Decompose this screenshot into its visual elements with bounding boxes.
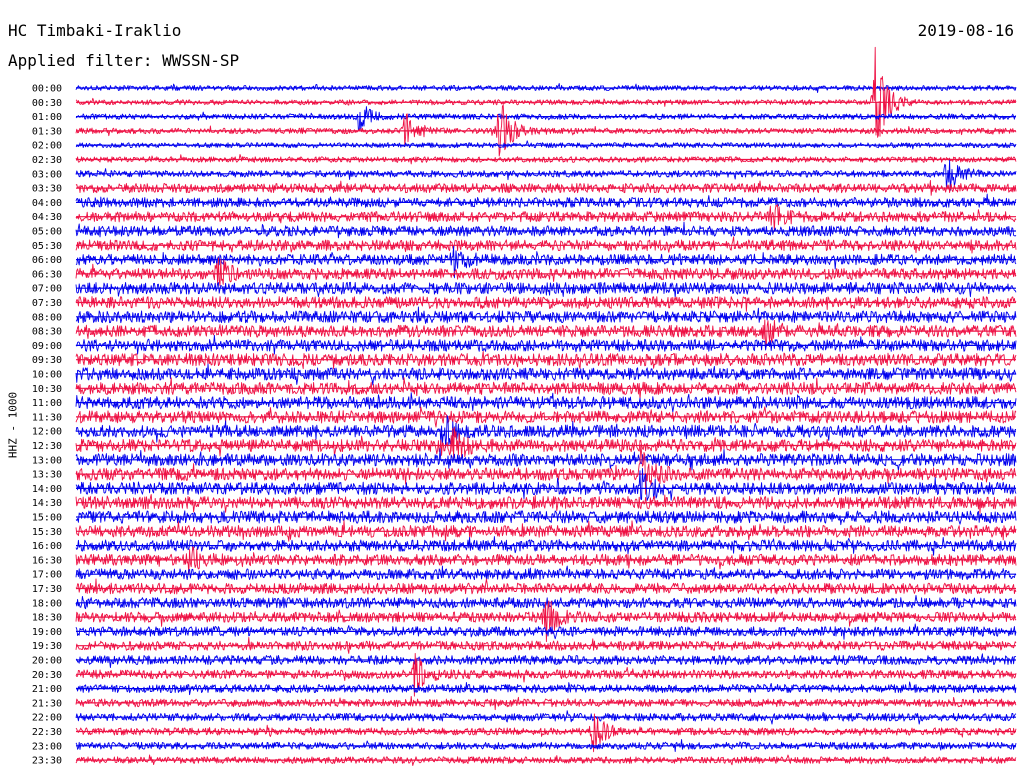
time-label: 01:30 — [32, 126, 62, 137]
seismic-trace — [75, 83, 1017, 93]
time-label: 16:30 — [32, 555, 62, 566]
time-label: 02:30 — [32, 155, 62, 166]
time-label: 05:30 — [32, 241, 62, 252]
time-label: 04:00 — [32, 198, 62, 209]
time-label: 23:00 — [32, 741, 62, 752]
seismic-trace — [75, 392, 1017, 413]
seismic-trace — [76, 681, 1017, 696]
seismic-trace — [75, 652, 1017, 697]
seismic-trace — [75, 623, 1017, 640]
time-label: 21:30 — [32, 698, 62, 709]
seismic-trace — [75, 204, 1017, 232]
seismic-trace — [75, 600, 1017, 643]
time-label: 09:00 — [32, 341, 62, 352]
filter-label: Applied filter: WWSSN-SP — [8, 51, 240, 70]
time-label: 03:30 — [32, 184, 62, 195]
time-label: 06:00 — [32, 255, 62, 266]
time-label: 11:30 — [32, 412, 62, 423]
time-label: 22:30 — [32, 727, 62, 738]
seismic-trace — [75, 494, 1017, 514]
time-label: 04:30 — [32, 212, 62, 223]
time-label: 18:00 — [32, 598, 62, 609]
time-label: 19:00 — [32, 627, 62, 638]
time-label: 09:30 — [32, 355, 62, 366]
time-label: 07:00 — [32, 284, 62, 295]
time-label: 13:30 — [32, 470, 62, 481]
time-label: 02:00 — [32, 141, 62, 152]
time-label: 05:00 — [32, 227, 62, 238]
seismic-trace — [75, 636, 1017, 654]
seismic-trace — [75, 565, 1017, 581]
time-label: 10:00 — [32, 370, 62, 381]
seismic-trace — [75, 695, 1017, 711]
time-label: 11:00 — [32, 398, 62, 409]
time-label: 08:00 — [32, 312, 62, 323]
seismic-trace — [75, 154, 1017, 165]
time-label: 15:30 — [32, 527, 62, 538]
seismic-trace — [75, 406, 1017, 428]
time-label: 22:00 — [32, 713, 62, 724]
time-label: 00:30 — [32, 98, 62, 109]
time-label: 14:30 — [32, 498, 62, 509]
time-label: 12:30 — [32, 441, 62, 452]
seismic-traces — [75, 46, 1017, 766]
seismic-trace — [75, 46, 1017, 138]
seismic-trace — [75, 193, 1017, 208]
time-label: 03:00 — [32, 169, 62, 180]
time-label: 00:00 — [32, 84, 62, 95]
seismic-trace — [75, 444, 1017, 495]
time-label: 20:30 — [32, 670, 62, 681]
seismic-trace — [75, 106, 1017, 132]
time-label: 15:00 — [32, 513, 62, 524]
time-label: 19:30 — [32, 641, 62, 652]
seismic-trace — [75, 427, 1017, 459]
time-label: 17:30 — [32, 584, 62, 595]
time-label: 06:30 — [32, 269, 62, 280]
time-label: 18:30 — [32, 613, 62, 624]
station-title: HC Timbaki-Iraklio — [8, 21, 182, 40]
seismic-trace — [75, 754, 1017, 766]
time-label: 21:00 — [32, 684, 62, 695]
seismic-trace — [75, 578, 1017, 595]
seismic-trace — [75, 221, 1017, 239]
seismic-trace — [75, 257, 1017, 286]
seismic-trace — [75, 306, 1017, 324]
seismic-trace — [75, 159, 1017, 191]
time-label: 17:00 — [32, 570, 62, 581]
time-label: 16:00 — [32, 541, 62, 552]
time-axis-labels: 00:00 00:30 01:00 01:30 02:00 02:30 03:00 03:30… — [32, 84, 62, 767]
seismic-trace — [75, 710, 1017, 725]
time-label: 20:00 — [32, 656, 62, 667]
seismic-trace — [75, 468, 1017, 501]
time-label: 14:00 — [32, 484, 62, 495]
time-label: 23:30 — [32, 756, 62, 767]
seismic-trace — [75, 281, 1017, 298]
seismic-trace — [75, 296, 1017, 312]
seismic-trace — [75, 319, 1017, 347]
seismic-trace — [75, 334, 1017, 355]
record-date: 2019-08-16 — [917, 21, 1014, 40]
seismic-trace — [75, 520, 1017, 542]
time-label: 08:30 — [32, 327, 62, 338]
time-label: 10:30 — [32, 384, 62, 395]
time-label: 01:00 — [32, 112, 62, 123]
seismic-trace — [75, 377, 1017, 400]
time-label: 07:30 — [32, 298, 62, 309]
seismic-trace — [75, 653, 1017, 669]
seismic-trace — [75, 245, 1017, 279]
seismic-trace — [75, 739, 1017, 753]
seismic-trace — [75, 510, 1017, 526]
time-label: 12:00 — [32, 427, 62, 438]
time-label: 13:00 — [32, 455, 62, 466]
